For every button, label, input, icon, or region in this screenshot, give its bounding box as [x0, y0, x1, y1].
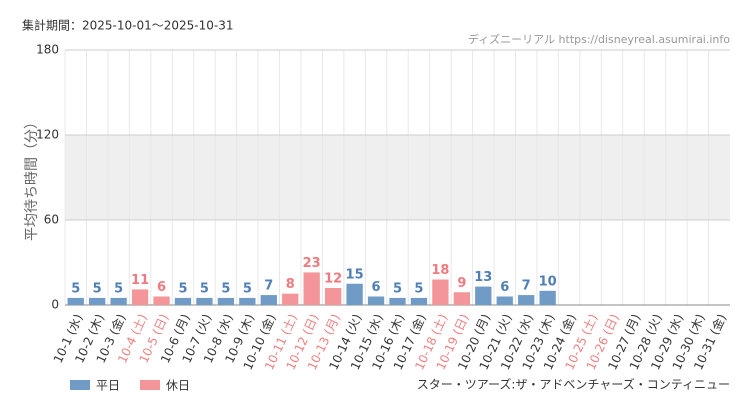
value-label: 5 — [200, 281, 209, 296]
bar — [89, 297, 106, 305]
bar — [367, 296, 385, 305]
value-label: 5 — [71, 281, 80, 296]
value-label: 6 — [372, 280, 381, 295]
value-label: 5 — [178, 281, 187, 296]
bar — [153, 296, 170, 305]
attraction-name: スター・ツアーズ:ザ・アドベンチャーズ・コンティニュー — [417, 377, 730, 392]
legend-label: 休日 — [166, 379, 190, 393]
period: 集計期間：2025-10-01〜2025-10-31 — [22, 18, 233, 33]
value-label: 18 — [431, 263, 449, 278]
value-label: 5 — [93, 281, 102, 296]
value-label: 6 — [500, 280, 509, 295]
value-label: 5 — [221, 281, 230, 296]
legend-swatch — [70, 380, 90, 390]
value-label: 11 — [131, 273, 149, 288]
value-label: 10 — [539, 274, 557, 289]
value-label: 12 — [324, 272, 342, 287]
bar — [432, 279, 449, 305]
value-label: 5 — [114, 281, 123, 296]
bar — [174, 297, 192, 305]
value-label: 6 — [157, 280, 166, 295]
bar — [324, 288, 342, 305]
legend-swatch — [140, 380, 160, 390]
value-label: 23 — [303, 256, 321, 271]
bar — [131, 289, 149, 305]
legend-label: 平日 — [96, 379, 120, 393]
bar — [453, 292, 471, 305]
bar — [303, 272, 320, 305]
bar — [475, 286, 492, 305]
value-label: 15 — [346, 267, 364, 282]
bar — [239, 297, 256, 305]
value-label: 9 — [457, 276, 466, 291]
y-tick-label: 180 — [36, 43, 59, 57]
shaded-band — [65, 135, 730, 220]
bar — [389, 297, 406, 305]
bar — [518, 295, 535, 305]
bar — [196, 297, 213, 305]
bar — [496, 296, 513, 305]
value-label: 8 — [286, 277, 295, 292]
value-label: 5 — [393, 281, 402, 296]
value-label: 7 — [522, 279, 531, 294]
y-tick-label: 120 — [36, 128, 59, 142]
bar — [410, 297, 428, 305]
value-label: 13 — [474, 270, 492, 285]
value-label: 5 — [414, 281, 423, 296]
bar — [110, 297, 127, 305]
bar — [67, 297, 84, 305]
bar — [282, 293, 299, 305]
bar — [260, 295, 277, 305]
value-label: 5 — [243, 281, 252, 296]
y-tick-label: 60 — [44, 213, 59, 227]
bar — [346, 283, 363, 305]
y-tick-label: 0 — [51, 298, 59, 312]
source: ディズニーリアル https://disneyreal.asumirai.inf… — [468, 32, 730, 46]
y-axis-label: 平均待ち時間（分） — [24, 115, 40, 241]
bar — [539, 290, 556, 305]
bar — [217, 297, 235, 305]
value-label: 7 — [264, 279, 273, 294]
